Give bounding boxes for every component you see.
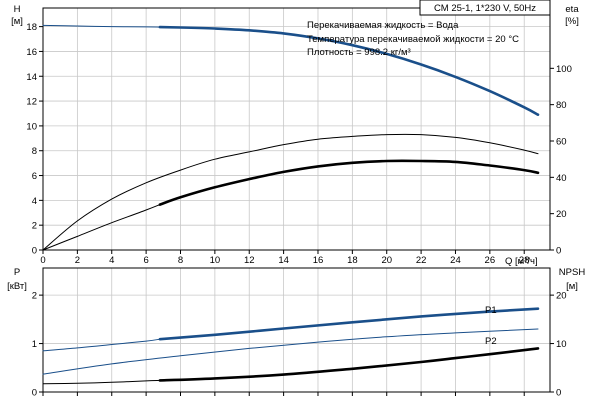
bottom-left-tick-label: 2 xyxy=(32,291,37,302)
x-tick-label: 22 xyxy=(416,255,427,266)
x-axis-label: Q [м³/ч] xyxy=(505,256,538,267)
x-tick-label: 10 xyxy=(210,255,221,266)
top-left-axis-label-unit: [м] xyxy=(11,16,23,27)
bottom-right-axis-label-name: NPSH xyxy=(559,267,586,278)
series-label-p2: P2 xyxy=(485,336,497,347)
title-box xyxy=(419,0,551,16)
top-left-tick-label: 10 xyxy=(26,121,37,132)
bottom-series-curve-0 xyxy=(42,338,161,352)
top-series-curve-2 xyxy=(42,133,539,251)
bottom-left-tick-label: 1 xyxy=(32,339,37,350)
x-tick-label: 16 xyxy=(313,255,324,266)
x-tick-label: 14 xyxy=(278,255,289,266)
top-grid xyxy=(43,8,550,250)
x-tick-label: 0 xyxy=(40,255,45,266)
x-tick-label: 12 xyxy=(244,255,255,266)
info-line-fluid: Перекачиваемая жидкость = Вода xyxy=(307,20,459,31)
top-series-curve-1 xyxy=(158,25,540,116)
top-series-curve-0 xyxy=(42,24,161,28)
top-left-tick-label: 2 xyxy=(32,221,37,232)
top-right-axis-label-unit: [%] xyxy=(565,16,579,27)
top-right-axis-label-name: eta xyxy=(565,4,579,15)
top-right-tick-label: 40 xyxy=(556,173,567,184)
bottom-right-axis-label-unit: [м] xyxy=(566,281,578,292)
x-tick-label: 28 xyxy=(519,255,530,266)
top-right-tick-label: 80 xyxy=(556,100,567,111)
info-line-density: Плотность = 998.2 кг/м³ xyxy=(307,47,411,58)
x-tick-label: 2 xyxy=(75,255,80,266)
chart-title: CM 25-1, 1*230 V, 50Hz xyxy=(434,3,536,14)
bottom-left-tick-label: 0 xyxy=(32,388,37,399)
x-tick-label: 26 xyxy=(485,255,496,266)
top-plot-frame xyxy=(42,7,551,251)
top-left-axis-label-name: H xyxy=(14,4,21,15)
x-tick-label: 18 xyxy=(347,255,358,266)
top-left-tick-label: 18 xyxy=(26,22,37,33)
x-tick-label: 24 xyxy=(450,255,461,266)
top-right-tick-label: 100 xyxy=(556,64,572,75)
bottom-series-curve-3 xyxy=(42,379,161,385)
top-right-tick-label: 20 xyxy=(556,209,567,220)
top-right-tick-label: 0 xyxy=(556,246,561,257)
bottom-series-curve-2 xyxy=(42,328,539,375)
bottom-left-axis-label-unit: [кВт] xyxy=(7,281,27,292)
top-series-curve-3 xyxy=(42,204,161,251)
top-left-tick-label: 8 xyxy=(32,146,37,157)
x-tick-label: 4 xyxy=(109,255,114,266)
bottom-right-tick-label: 0 xyxy=(556,388,561,399)
top-curves xyxy=(42,24,540,251)
x-tick-label: 8 xyxy=(178,255,183,266)
bottom-series-curve-4 xyxy=(158,347,540,382)
top-left-tick-label: 14 xyxy=(26,72,37,83)
x-tick-label: 20 xyxy=(381,255,392,266)
bottom-grid xyxy=(43,268,550,392)
x-tick-label: 6 xyxy=(143,255,148,266)
top-ticks: 0 2 4 6 8 10 12 14 16 18 20 22 24 26 28024681012141618… xyxy=(26,22,571,266)
top-left-tick-label: 4 xyxy=(32,196,37,207)
top-right-tick-label: 60 xyxy=(556,136,567,147)
bottom-right-tick-label: 10 xyxy=(556,339,567,350)
bottom-series-curve-1 xyxy=(158,307,540,341)
bottom-left-axis-label-name: P xyxy=(14,267,20,278)
top-left-tick-label: 6 xyxy=(32,171,37,182)
top-left-tick-label: 0 xyxy=(32,246,37,257)
series-label-p1: P1 xyxy=(485,305,497,316)
bottom-right-tick-label: 20 xyxy=(556,291,567,302)
bottom-curves xyxy=(42,307,540,385)
top-left-tick-label: 12 xyxy=(26,97,37,108)
top-left-tick-label: 16 xyxy=(26,47,37,58)
info-line-temperature: Температура перекачиваемой жидкости = 20… xyxy=(307,34,519,45)
top-series-curve-4 xyxy=(158,159,540,206)
